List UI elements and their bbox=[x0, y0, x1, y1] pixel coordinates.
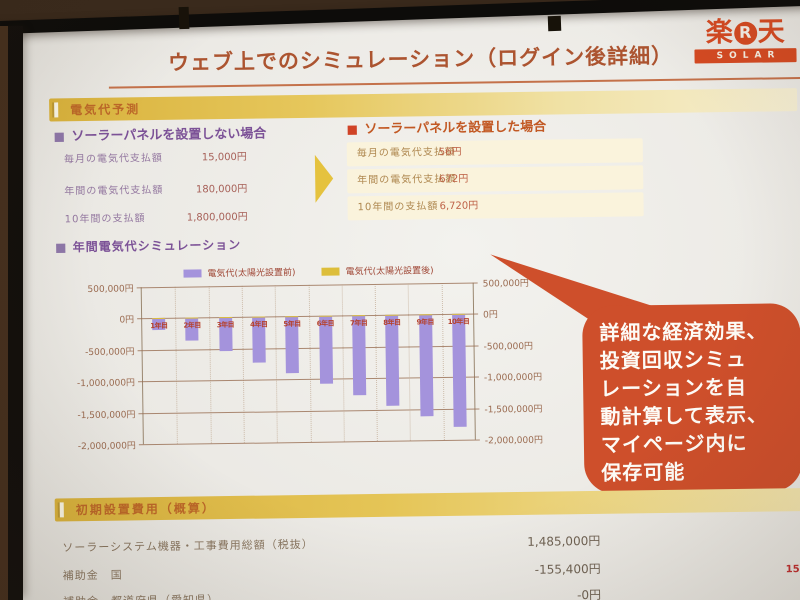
title-underline bbox=[108, 77, 800, 89]
page-number: 15 bbox=[785, 564, 800, 576]
chart-legend: 電気代(太陽光設置前) 電気代(太陽光設置後) bbox=[183, 263, 434, 280]
cost-row: 補助金 国 -155,400円 bbox=[62, 561, 601, 583]
legend-label-after: 電気代(太陽光設置後) bbox=[345, 266, 434, 278]
y-axis-label-left: 500,000円 bbox=[87, 284, 134, 296]
legend-swatch-after bbox=[321, 266, 340, 276]
grid-vline bbox=[208, 286, 212, 444]
forecast-row-highlight: 毎月の電気代支払額 56円 bbox=[346, 138, 643, 167]
callout-bubble: 詳細な経済効果、 投資回収シミュ レーションを自 動計算して表示、 マイページ内… bbox=[582, 303, 800, 495]
forecast-row-highlight: 年間の電気代支払額 672円 bbox=[347, 165, 644, 194]
y-axis-label-left: -500,000円 bbox=[85, 347, 135, 358]
y-axis-label-left: -2,000,000円 bbox=[77, 441, 136, 453]
grid-vline bbox=[374, 283, 378, 441]
section-label: 電気代予測 bbox=[70, 102, 141, 118]
slide-title: ウェブ上でのシミュレーション（ログイン後詳細） bbox=[167, 43, 674, 75]
legend-swatch-before bbox=[183, 268, 202, 278]
logo-wordmark: 楽 R 天 bbox=[694, 16, 796, 49]
cost-row: ソーラーシステム機器・工事費用総額（税抜） 1,485,000円 bbox=[62, 533, 601, 555]
bar-before bbox=[451, 314, 467, 428]
category-label: 7年目 bbox=[349, 319, 368, 328]
category-label: 5年目 bbox=[283, 320, 301, 329]
logo-kanji-left: 楽 bbox=[705, 16, 733, 49]
category-label: 6年目 bbox=[316, 319, 335, 329]
logo-solar-text: SOLAR bbox=[694, 48, 797, 64]
square-bullet-icon: ■ bbox=[55, 240, 68, 255]
callout-line: 投資回収シミュ bbox=[599, 346, 747, 373]
y-axis-label-right: 0円 bbox=[483, 310, 498, 321]
category-label: 3年目 bbox=[216, 321, 235, 330]
y-axis-label-left: -1,500,000円 bbox=[77, 409, 136, 421]
y-axis-label-right: -1,000,000円 bbox=[483, 372, 543, 384]
section-marker-icon bbox=[54, 102, 59, 118]
section-header-initial-cost: 初期設置費用（概算） bbox=[54, 488, 800, 522]
screen-left-edge bbox=[0, 26, 23, 600]
category-label: 10年目 bbox=[447, 318, 470, 327]
y-axis-label-right: -500,000円 bbox=[483, 341, 534, 353]
forecast-row-highlight: 10年間の支払額 6,720円 bbox=[347, 192, 644, 221]
category-label: 1年目 bbox=[150, 322, 168, 331]
category-label: 2年目 bbox=[183, 321, 201, 331]
y-axis-label-left: -1,000,000円 bbox=[76, 378, 136, 390]
grid-vline bbox=[441, 283, 445, 441]
grid-vline bbox=[308, 284, 312, 442]
grid-vline bbox=[274, 285, 279, 443]
bar-before bbox=[385, 315, 400, 406]
forecast-row: 10年間の支払額 1,800,000円 bbox=[64, 211, 248, 226]
logo-kanji-right: 天 bbox=[757, 16, 785, 48]
grid-vline bbox=[241, 285, 245, 443]
grid-vline bbox=[408, 283, 412, 441]
arrow-right-icon bbox=[314, 154, 334, 203]
y-axis-label-right: 500,000円 bbox=[482, 278, 529, 290]
logo-r-circle-icon: R bbox=[733, 21, 757, 45]
gridline bbox=[136, 282, 478, 289]
slide: ウェブ上でのシミュレーション（ログイン後詳細） 楽 R 天 SOLAR 電気代予… bbox=[30, 16, 800, 600]
square-bullet-icon: ■ bbox=[346, 122, 358, 137]
callout-line: レーションを自 bbox=[599, 374, 747, 401]
bar-before bbox=[418, 314, 434, 417]
category-label: 9年目 bbox=[416, 318, 434, 327]
rakuten-solar-logo: 楽 R 天 SOLAR bbox=[694, 16, 797, 64]
grid-vline bbox=[174, 286, 179, 444]
category-label: 8年目 bbox=[383, 319, 401, 328]
callout-line: 詳細な経済効果、 bbox=[599, 318, 768, 345]
forecast-row: 毎月の電気代支払額 15,000円 bbox=[63, 151, 247, 166]
callout-line: 動計算して表示、 bbox=[600, 402, 769, 429]
category-label: 4年目 bbox=[250, 320, 268, 330]
chart-title: ■ 年間電気代シミュレーション bbox=[55, 237, 242, 255]
chart-plot: 500,000円 500,000円 0円 0円 -500,000円 -500,000円 -1… bbox=[77, 279, 543, 452]
y-axis-label-right: -1,500,000円 bbox=[484, 404, 543, 416]
forecast-row: 年間の電気代支払額 180,000円 bbox=[64, 183, 248, 198]
column-header-without-panel: ■ ソーラーパネルを設置しない場合 bbox=[53, 126, 267, 145]
square-bullet-icon: ■ bbox=[53, 129, 66, 144]
grid-vline bbox=[341, 284, 345, 442]
section-label: 初期設置費用（概算） bbox=[75, 501, 216, 518]
section-marker-icon bbox=[59, 502, 64, 518]
legend-label-before: 電気代(太陽光設置前) bbox=[207, 268, 296, 280]
callout-line: マイページ内に bbox=[600, 430, 748, 457]
column-header-with-panel: ■ ソーラーパネルを設置した場合 bbox=[346, 119, 547, 138]
y-axis-label-left: 0円 bbox=[119, 315, 135, 326]
cost-row: 補助金 都道府県（愛知県） -0円 bbox=[63, 587, 602, 600]
y-axis-label-right: -2,000,000円 bbox=[484, 435, 544, 447]
callout-line: 保存可能 bbox=[601, 459, 686, 485]
